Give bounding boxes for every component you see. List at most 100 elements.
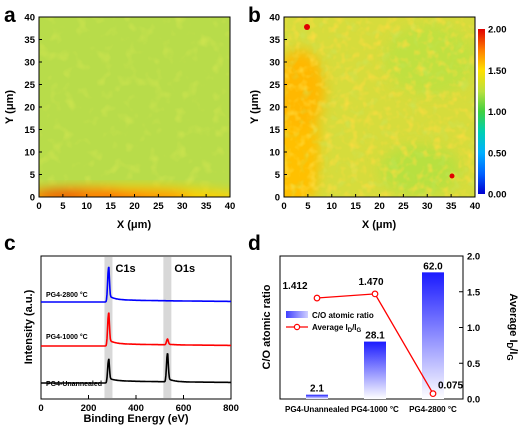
- heatmap-a-ytick-label: 20: [24, 103, 35, 114]
- heatmap-a-xtick-label: 0: [36, 201, 41, 212]
- heatmap-b-ticks: 0 5 10 15 20 25 30 35 40 0 5 10 15 20 25 30 35 40: [269, 13, 480, 213]
- bar-value-label: 2.1: [310, 384, 324, 395]
- id-ig-value-label: 1.412: [282, 281, 307, 292]
- heatmap-b-ytick-label: 20: [269, 103, 280, 114]
- spectrum-line: [41, 266, 231, 303]
- colorbar-gradient: [478, 29, 485, 194]
- colorbar-tick-label: 0.00: [488, 190, 507, 201]
- colorbar-tick-label: 1.00: [488, 107, 507, 118]
- bar: [306, 394, 328, 399]
- category-label: PG4-2800 °C: [409, 405, 457, 414]
- o1s-label: O1s: [174, 263, 195, 275]
- xps-xtick-label: 200: [81, 403, 97, 414]
- heatmap-a-xtick-label: 5: [60, 201, 66, 212]
- bar: [422, 272, 444, 399]
- heatmap-b-ytick-label: 40: [269, 13, 280, 24]
- category-label: PG4-Unannealed: [285, 405, 349, 414]
- heatmap-b-xtick-label: 20: [374, 201, 385, 212]
- heatmap-b-xlabel: X (μm): [362, 219, 397, 231]
- heatmap-b-xtick-label: 25: [398, 201, 409, 212]
- xps-xtick-label: 800: [223, 403, 239, 414]
- right-ytick-label: 0.0: [467, 395, 480, 406]
- heatmap-a-xlabel: X (μm): [117, 219, 152, 231]
- heatmap-b-xtick-label: 30: [422, 201, 433, 212]
- heatmap-a-xtick-label: 35: [201, 201, 212, 212]
- id-ig-value-label: 1.470: [358, 277, 383, 288]
- right-ytick-label: 1.0: [467, 323, 480, 334]
- ratio-chart: 2.1 28.1 62.0 1.412 1.470 0.075 0.0 0.5 1.0 1.5…: [261, 252, 518, 415]
- legend-bar-swatch: [286, 311, 308, 318]
- series-label-2800: PG4-2800 °C: [46, 291, 88, 299]
- xps-xtick-label: 0: [38, 403, 43, 414]
- heatmap-b-ytick-label: 10: [269, 148, 280, 159]
- heatmap-a-ticks: 0 5 10 15 20 25 30 35 40 0 5 10 15 20 25 30 35 40: [24, 13, 235, 213]
- panel-label-d: d: [248, 232, 261, 255]
- series-label-unannealed: PG4-Unannealed: [46, 381, 102, 388]
- ratio-ylabel-right: Average ID/IG: [505, 293, 518, 360]
- heatmap-b-ytick-label: 30: [269, 58, 280, 69]
- colorbar-tick-label: 2.00: [488, 25, 507, 36]
- xps-frame: [40, 255, 232, 400]
- heatmap-a-xtick-label: 25: [153, 201, 164, 212]
- bar-value-label: 28.1: [365, 331, 385, 342]
- id-ig-point: [313, 294, 321, 302]
- heatmap-a-ytick-label: 25: [24, 80, 35, 91]
- heatmap-a-ytick-label: 5: [30, 170, 36, 181]
- panel-label-a: a: [4, 4, 16, 27]
- legend-line-label: Average ID/IG: [312, 323, 362, 334]
- heatmap-b-ytick-label: 15: [269, 125, 280, 136]
- category-label: PG4-1000 °C: [351, 405, 399, 414]
- legend-line-marker: [293, 323, 301, 331]
- heatmap-b-spot-top: [304, 24, 310, 30]
- colorbar-tick-label: 1.50: [488, 66, 507, 77]
- panel-label-b: b: [248, 4, 261, 27]
- heatmap-a-ytick-label: 15: [24, 125, 35, 136]
- c1s-band: [104, 257, 113, 398]
- heatmap-b-ytick-label: 0: [275, 193, 280, 204]
- xps-ylabel: Intensity (a.u.): [23, 289, 35, 364]
- heatmap-a-xtick-label: 10: [81, 201, 92, 212]
- xps-xlabel: Binding Energy (eV): [83, 413, 188, 425]
- bar-value-label: 62.0: [423, 261, 443, 272]
- id-ig-point: [429, 390, 437, 398]
- heatmap-b-xtick-label: 0: [281, 201, 286, 212]
- heatmap-b-texture-green: [284, 17, 475, 197]
- colorbar: 2.00 1.50 1.00 0.50 0.00: [478, 25, 507, 201]
- spectrum-line: [41, 353, 231, 384]
- heatmap-a-ytick-label: 0: [30, 193, 35, 204]
- spectrum-line: [41, 312, 231, 347]
- heatmap-a-xtick-label: 30: [177, 201, 188, 212]
- heatmap-b-ytick-label: 25: [269, 80, 280, 91]
- right-ytick-label: 2.0: [467, 252, 480, 263]
- heatmap-b-xtick-label: 10: [326, 201, 337, 212]
- id-ig-point: [371, 290, 379, 298]
- legend-bar-label: C/O atomic ratio: [312, 311, 374, 320]
- heatmap-a-xtick-label: 20: [129, 201, 140, 212]
- bar: [364, 341, 386, 399]
- heatmap-b-spot-right: [449, 173, 455, 179]
- ratio-legend: C/O atomic ratio Average ID/IG: [286, 311, 374, 334]
- right-ytick-label: 1.5: [467, 287, 481, 298]
- xps-xtick-label: 600: [176, 403, 192, 414]
- heatmap-a-xtick-label: 15: [105, 201, 116, 212]
- xps-xtick-label: 400: [128, 403, 144, 414]
- heatmap-b-ylabel: Y (μm): [249, 90, 261, 124]
- heatmap-b-ytick-label: 5: [275, 170, 281, 181]
- ratio-ylabel-left: C/O atomic ratio: [261, 284, 273, 369]
- heatmap-a-ytick-label: 30: [24, 58, 35, 69]
- c1s-label: C1s: [115, 263, 135, 275]
- heatmap-b-ytick-label: 35: [269, 35, 280, 46]
- heatmap-a-ylabel: Y (μm): [4, 90, 16, 124]
- colorbar-tick-label: 0.50: [488, 148, 507, 159]
- heatmap-b-xtick-label: 5: [305, 201, 311, 212]
- heatmap-a-ytick-label: 10: [24, 148, 35, 159]
- heatmap-b-xtick-label: 15: [350, 201, 361, 212]
- id-ig-value-label: 0.075: [438, 381, 463, 392]
- heatmap-b-xtick-label: 40: [470, 201, 481, 212]
- heatmap-a-texture: [39, 17, 230, 197]
- xps-chart: C1s O1s PG4-2800 °C PG4-1000 °C PG4-Unan…: [23, 255, 239, 425]
- panel-label-c: c: [4, 232, 16, 255]
